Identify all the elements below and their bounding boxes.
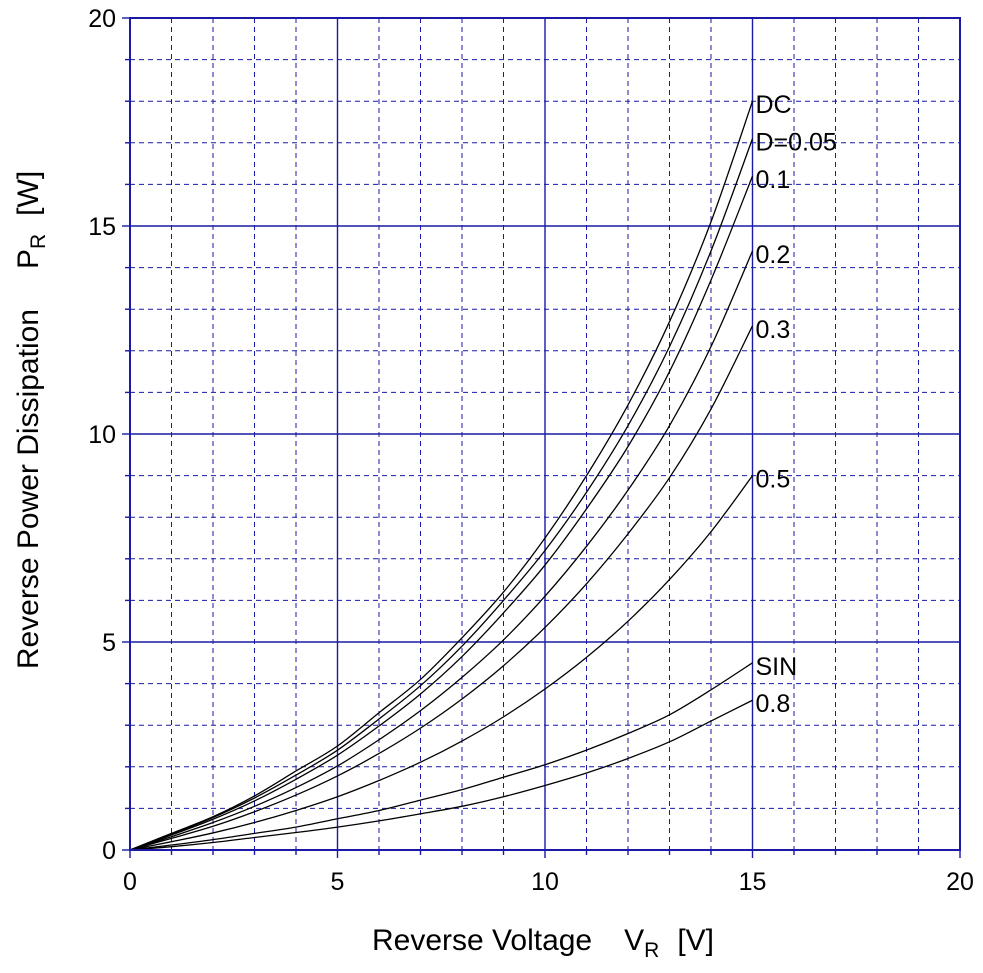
series-line-7: [129, 699, 753, 851]
series-curves: [129, 100, 754, 851]
series-line-2: [129, 175, 754, 851]
y-tick-label: 20: [88, 5, 116, 33]
series-line-0: [129, 100, 754, 851]
x-tick-label: 0: [123, 868, 137, 896]
series-label-2: 0.1: [756, 166, 791, 194]
series-label-3: 0.2: [756, 241, 791, 269]
series-label-6: SIN: [756, 653, 798, 681]
series-line-5: [129, 475, 754, 851]
plot-frame: [122, 17, 961, 858]
series-label-5: 0.5: [756, 466, 791, 494]
series-line-1: [129, 138, 754, 851]
series-line-4: [129, 325, 754, 851]
x-tick-label: 15: [739, 868, 767, 896]
x-tick-label: 10: [531, 868, 559, 896]
series-line-3: [129, 250, 754, 851]
series-label-0: DC: [756, 91, 792, 119]
y-tick-label: 5: [102, 629, 116, 657]
tick-labels: 0 5 10 15 20 0 5 10 15 20: [88, 5, 974, 896]
x-tick-label: 5: [331, 868, 345, 896]
series-label-1: D=0.05: [756, 129, 837, 157]
y-axis-title: Reverse Power DissipationPR[W]: [12, 171, 50, 669]
series-line-6: [129, 662, 753, 851]
series-labels: DC D=0.05 0.1 0.2 0.3 0.5 SIN 0.8: [756, 91, 837, 718]
y-tick-label: 10: [88, 421, 116, 449]
series-label-7: 0.8: [756, 690, 791, 718]
x-axis-title: Reverse Voltage VR [V]: [372, 924, 714, 962]
series-label-4: 0.3: [756, 316, 791, 344]
x-tick-label: 20: [946, 868, 974, 896]
y-tick-label: 0: [102, 837, 116, 865]
grid-lines: [130, 18, 960, 850]
y-tick-label: 15: [88, 213, 116, 241]
